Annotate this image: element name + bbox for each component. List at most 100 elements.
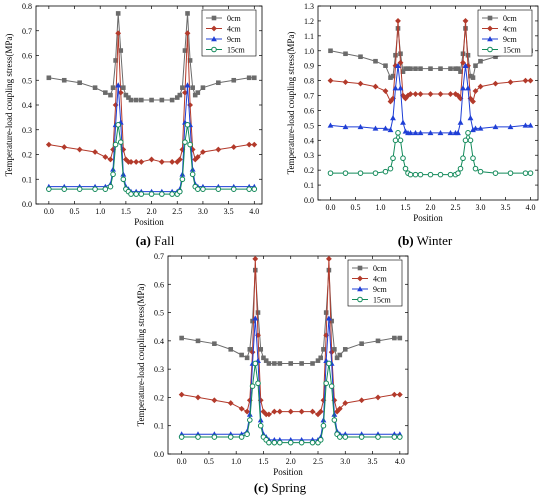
data-point-4cm xyxy=(342,400,349,406)
data-point-0cm xyxy=(185,11,190,16)
data-point-9cm xyxy=(527,122,534,128)
data-point-0cm xyxy=(77,80,82,86)
y-tick-label: 1.1 xyxy=(304,32,314,41)
series-15cm xyxy=(327,130,534,178)
data-point-4cm xyxy=(375,394,381,401)
data-point-15cm xyxy=(465,130,471,136)
y-tick-label: 0.6 xyxy=(22,52,32,61)
x-tick-label: 2.5 xyxy=(313,457,323,466)
x-tick-label: 2.0 xyxy=(426,203,436,212)
chart-panel-fall: 0.0 0.5 1.0 1.5 2.0 2.5 3.0 3.5 4.0 0.0 0.1 0.2 0.3 0… xyxy=(0,0,275,230)
data-point-15cm xyxy=(61,186,68,192)
series-0cm xyxy=(179,267,403,366)
data-point-15cm xyxy=(215,186,222,192)
data-point-9cm xyxy=(457,119,464,125)
y-tick-label: 0.1 xyxy=(304,181,314,190)
x-tick-label: 2.0 xyxy=(286,457,296,466)
data-point-9cm xyxy=(477,125,484,131)
y-tick-label: 0.5 xyxy=(22,76,32,85)
y-tick-label: 0.3 xyxy=(304,151,314,160)
data-point-4cm xyxy=(195,394,201,401)
data-point-15cm xyxy=(317,437,324,443)
caption-text-spring: Spring xyxy=(271,480,307,495)
data-point-9cm xyxy=(184,82,191,88)
data-point-9cm xyxy=(412,129,419,136)
x-tick-label: 1.5 xyxy=(258,457,268,466)
legend-label-4cm: 4cm xyxy=(373,275,388,284)
series-0cm xyxy=(46,11,257,103)
data-point-0cm xyxy=(247,347,253,352)
y-tick-label: 0.4 xyxy=(154,337,164,346)
data-point-15cm xyxy=(427,171,434,178)
data-point-4cm xyxy=(92,149,98,155)
data-point-4cm xyxy=(298,408,305,415)
legend-label-9cm: 9cm xyxy=(503,35,518,44)
x-tick-label: 0.0 xyxy=(326,203,336,212)
data-point-15cm xyxy=(238,434,245,440)
legend-marker-9cm xyxy=(487,36,493,42)
data-point-0cm xyxy=(343,51,348,57)
x-tick-label: 3.5 xyxy=(368,457,378,466)
legend-label-9cm: 9cm xyxy=(227,35,242,44)
x-tick-label: 2.5 xyxy=(451,203,461,212)
x-tick-label: 0.5 xyxy=(351,203,361,212)
data-point-0cm xyxy=(180,85,185,90)
data-point-0cm xyxy=(121,85,126,90)
data-point-4cm xyxy=(437,91,444,97)
legend-label-4cm: 4cm xyxy=(503,25,518,34)
data-point-0cm xyxy=(358,54,363,60)
data-point-15cm xyxy=(320,422,327,429)
data-point-0cm xyxy=(138,97,144,103)
data-point-0cm xyxy=(403,66,408,71)
data-point-0cm xyxy=(373,58,378,64)
data-point-15cm xyxy=(230,186,237,192)
data-point-15cm xyxy=(255,380,261,387)
plot-frame xyxy=(317,5,539,201)
data-point-4cm xyxy=(251,141,258,148)
data-point-0cm xyxy=(244,355,250,361)
data-point-0cm xyxy=(323,310,329,315)
data-point-4cm xyxy=(227,400,234,406)
data-point-9cm xyxy=(462,62,469,68)
y-tick-label: 0.6 xyxy=(154,280,164,289)
x-axis-label: Position xyxy=(273,467,303,477)
data-point-15cm xyxy=(133,191,139,197)
data-point-0cm xyxy=(190,85,195,90)
data-point-15cm xyxy=(148,191,155,197)
data-point-9cm xyxy=(447,129,454,136)
data-point-0cm xyxy=(200,85,206,90)
data-point-15cm xyxy=(392,137,399,144)
data-point-4cm xyxy=(174,159,181,165)
data-point-4cm xyxy=(455,92,461,99)
data-point-0cm xyxy=(108,92,113,98)
legend-marker-15cm xyxy=(357,296,363,303)
data-point-9cm xyxy=(427,129,434,136)
y-tick-label: 0.2 xyxy=(154,393,164,402)
data-point-4cm xyxy=(238,405,245,412)
data-point-4cm xyxy=(252,255,259,262)
data-point-15cm xyxy=(309,439,316,446)
data-point-0cm xyxy=(216,80,221,86)
x-tick-label: 1.5 xyxy=(121,207,131,216)
data-point-15cm xyxy=(462,137,469,144)
data-point-4cm xyxy=(200,149,206,155)
data-point-0cm xyxy=(493,54,498,60)
legend-marker-15cm xyxy=(211,46,217,53)
data-point-15cm xyxy=(472,165,479,172)
data-point-4cm xyxy=(327,77,334,84)
data-point-9cm xyxy=(437,129,444,136)
data-point-0cm xyxy=(328,48,333,54)
data-point-0cm xyxy=(393,52,398,58)
data-point-15cm xyxy=(326,360,332,367)
data-point-15cm xyxy=(76,186,83,192)
data-point-4cm xyxy=(447,91,454,97)
data-point-9cm xyxy=(400,119,406,125)
data-point-9cm xyxy=(460,85,466,91)
data-point-4cm xyxy=(477,83,484,90)
data-point-0cm xyxy=(195,338,201,344)
data-point-4cm xyxy=(396,391,403,398)
data-point-9cm xyxy=(326,315,332,321)
data-point-15cm xyxy=(266,439,272,446)
data-point-9cm xyxy=(395,62,401,68)
y-axis-label: Temperature-load coupling stress(MPa) xyxy=(4,34,14,177)
